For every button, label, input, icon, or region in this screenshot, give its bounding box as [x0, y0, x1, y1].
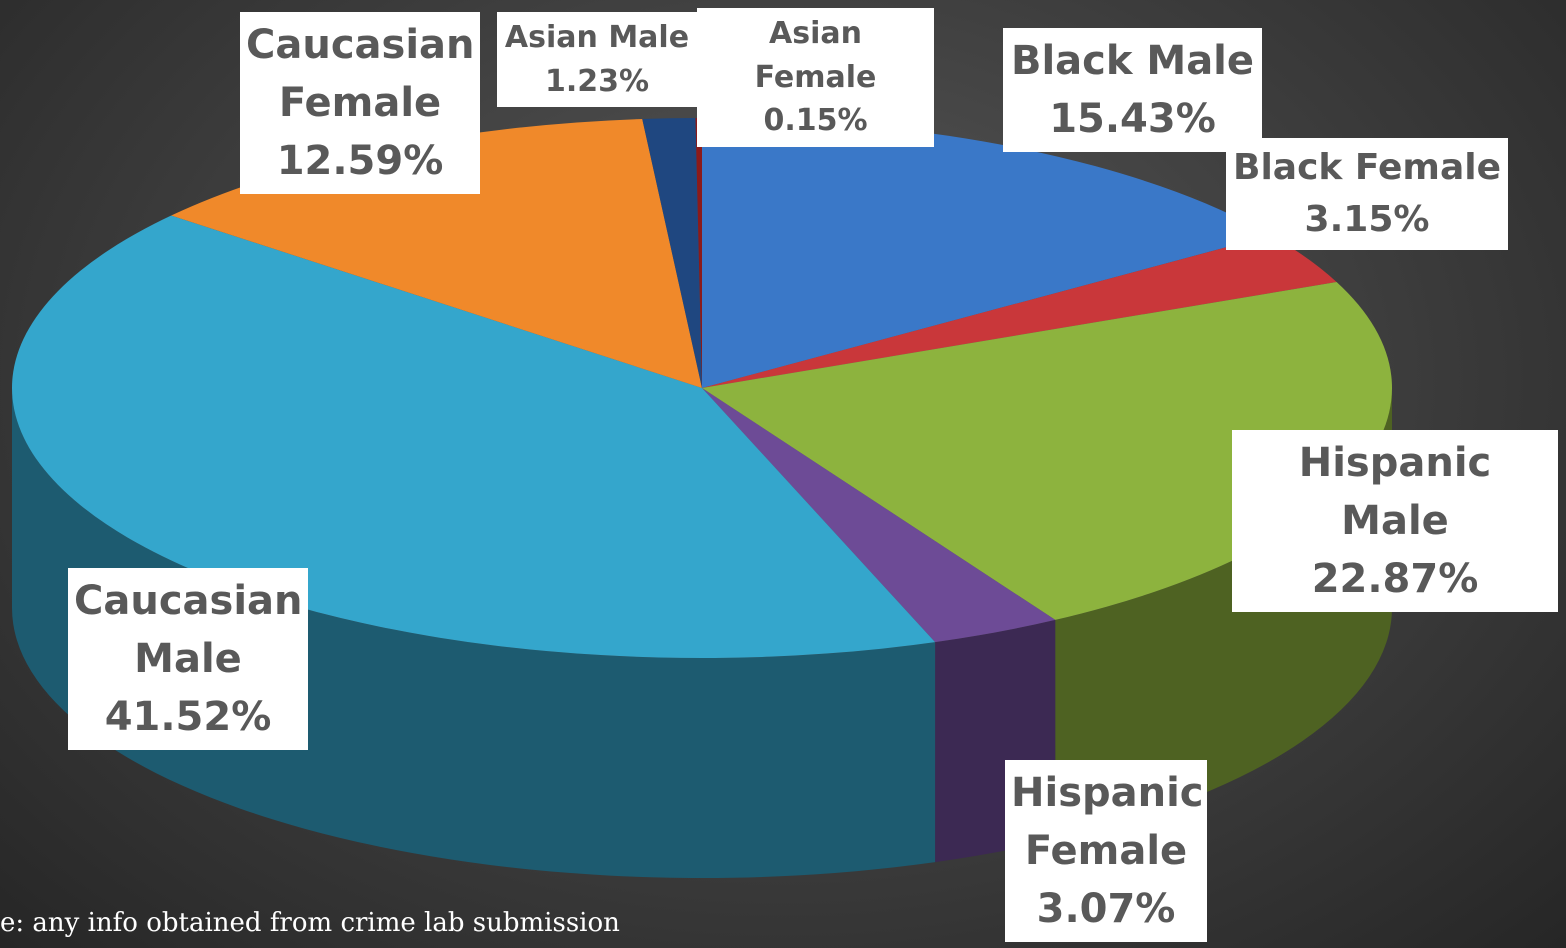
data-label: Hispanic Female 3.07%: [1005, 760, 1207, 942]
label-value: 3.15%: [1304, 199, 1430, 241]
slice: [12, 215, 936, 658]
slice: [702, 281, 1393, 620]
label-value: 1.23%: [544, 63, 650, 99]
label-value: 3.07%: [1036, 886, 1176, 932]
label-value: 22.87%: [1311, 556, 1479, 602]
label-value: 41.52%: [104, 694, 272, 740]
label-value: 12.59%: [276, 138, 444, 184]
slice: [702, 388, 1056, 643]
data-label: Hispanic Male 22.87%: [1232, 430, 1558, 612]
slice-side: [1055, 388, 1392, 840]
footnote: e: any info obtained from crime lab subm…: [0, 908, 620, 938]
label-name: Hispanic Female: [1011, 770, 1204, 874]
slice: [695, 118, 702, 388]
data-label: Black Female 3.15%: [1226, 138, 1508, 251]
label-name: Hispanic Male: [1298, 440, 1492, 544]
slice: [702, 118, 1271, 388]
data-label: Asian Male 1.23%: [497, 12, 697, 107]
data-label: Asian Female 0.15%: [697, 8, 934, 147]
label-name: Asian Male: [504, 20, 690, 55]
label-name: Caucasian Female: [246, 22, 475, 126]
label-name: Black Male: [1010, 38, 1255, 84]
label-name: Black Female: [1233, 147, 1501, 188]
slice: [642, 118, 702, 388]
slice-side: [12, 388, 936, 878]
label-name: Caucasian Male: [74, 578, 303, 682]
label-value: 0.15%: [763, 103, 868, 138]
data-label: Caucasian Male 41.52%: [68, 568, 308, 750]
slice: [702, 235, 1337, 388]
label-value: 15.43%: [1049, 96, 1216, 142]
data-label: Black Male 15.43%: [1003, 28, 1262, 152]
label-name: Asian Female: [754, 16, 877, 95]
data-label: Caucasian Female 12.59%: [240, 12, 480, 194]
